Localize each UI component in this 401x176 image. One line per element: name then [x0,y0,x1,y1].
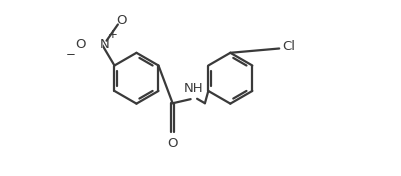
Text: Cl: Cl [282,40,294,54]
Text: O: O [75,38,85,51]
Text: +: + [108,28,117,41]
Text: N: N [99,37,109,51]
Text: O: O [116,14,127,27]
Text: NH: NH [183,82,203,95]
Text: −: − [66,48,76,61]
Text: O: O [167,137,178,150]
